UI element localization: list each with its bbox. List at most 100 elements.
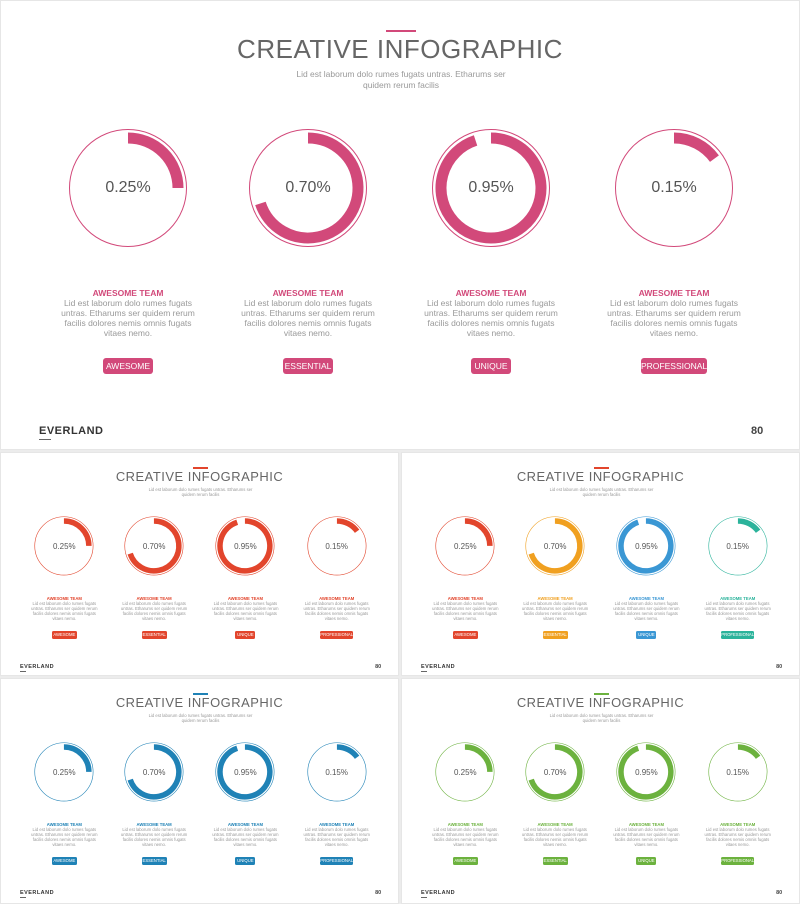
item-heading: AWESOME TEAM (46, 822, 82, 828)
ring-outline (124, 742, 184, 802)
progress-arc (465, 744, 494, 773)
title-accent-line (193, 467, 208, 470)
brand-name: EVERLAND (19, 890, 55, 897)
percent-label: 0.25% (53, 541, 76, 551)
button-awesome[interactable]: AWESOME (452, 857, 478, 866)
brand-name: EVERLAND (19, 664, 55, 671)
brand-underline (420, 671, 427, 673)
button-professional[interactable]: PROFESSIONAL (721, 631, 755, 640)
button-unique[interactable]: UNIQUE (471, 358, 511, 374)
brand-underline (39, 439, 51, 440)
item-heading: AWESOME TEAM (720, 596, 756, 602)
slide-title: CREATIVE INFOGRAPHIC (115, 469, 284, 485)
progress-ring: 0.95% (431, 128, 551, 248)
button-essential[interactable]: ESSENTIAL (542, 631, 568, 640)
progress-arc (127, 518, 182, 574)
item-heading: AWESOME TEAM (319, 822, 355, 828)
item-description: Lid est laborum dolo rumes fugats untras… (61, 298, 195, 338)
progress-ring: 0.15% (307, 742, 367, 802)
ring-graphic (435, 516, 495, 576)
slide-subtitle: Lid est laborum dolo rumes fugats untras… (296, 69, 506, 90)
item-description: Lid est laborum dolo rumes fugats untras… (424, 298, 558, 338)
ring-graphic (708, 516, 768, 576)
button-professional[interactable]: PROFESSIONAL (320, 631, 354, 640)
button-unique[interactable]: UNIQUE (235, 631, 256, 640)
ring-graphic (124, 516, 184, 576)
ring-outline (616, 516, 676, 576)
brand-name: EVERLAND (420, 664, 456, 671)
percent-label: 0.15% (726, 767, 749, 777)
button-unique[interactable]: UNIQUE (636, 631, 657, 640)
progress-arc (255, 132, 364, 244)
slide: CREATIVE INFOGRAPHIC Lid est laborum dolo… (0, 678, 399, 904)
item-heading: AWESOME TEAM (537, 822, 573, 828)
item-heading: AWESOME TEAM (455, 288, 527, 298)
button-professional[interactable]: PROFESSIONAL (320, 857, 354, 866)
progress-arc (528, 744, 583, 800)
progress-arc (528, 518, 583, 574)
progress-ring: 0.70% (525, 516, 585, 576)
brand-underline (19, 671, 26, 673)
item-description: Lid est laborum dolo rumes fugats untras… (120, 827, 188, 848)
button-professional[interactable]: PROFESSIONAL (641, 358, 707, 374)
item-heading: AWESOME TEAM (46, 596, 82, 602)
button-awesome[interactable]: AWESOME (452, 631, 478, 640)
slide: CREATIVE INFOGRAPHIC Lid est laborum dolo… (0, 0, 800, 450)
title-accent-line (594, 693, 609, 696)
button-essential[interactable]: ESSENTIAL (542, 857, 568, 866)
ring-outline (435, 516, 495, 576)
button-essential[interactable]: ESSENTIAL (283, 358, 333, 374)
page-number: 80 (375, 664, 382, 671)
button-unique[interactable]: UNIQUE (235, 857, 256, 866)
slide: CREATIVE INFOGRAPHIC Lid est laborum dolo… (401, 452, 800, 676)
progress-arc (737, 744, 761, 760)
progress-ring: 0.15% (708, 516, 768, 576)
ring-outline (525, 742, 585, 802)
button-awesome[interactable]: AWESOME (103, 358, 153, 374)
ring-graphic (215, 516, 275, 576)
button-essential[interactable]: ESSENTIAL (141, 631, 167, 640)
ring-outline (34, 516, 94, 576)
button-awesome[interactable]: AWESOME (51, 631, 77, 640)
button-unique[interactable]: UNIQUE (636, 857, 657, 866)
item-heading: AWESOME TEAM (227, 596, 263, 602)
slide-subtitle: Lid est laborum dolo rumes fugats untras… (148, 486, 253, 498)
progress-ring: 0.70% (124, 516, 184, 576)
progress-arc (465, 518, 494, 547)
item-heading: AWESOME TEAM (638, 288, 710, 298)
button-professional[interactable]: PROFESSIONAL (721, 857, 755, 866)
item-description: Lid est laborum dolo rumes fugats untras… (212, 827, 279, 848)
ring-graphic (249, 129, 367, 247)
progress-arc (618, 744, 675, 800)
item-description: Lid est laborum dolo rumes fugats untras… (31, 601, 98, 622)
ring-graphic (34, 742, 94, 802)
ring-graphic (307, 742, 367, 802)
percent-label: 0.15% (325, 541, 348, 551)
slide: CREATIVE INFOGRAPHIC Lid est laborum dolo… (401, 678, 800, 904)
item-heading: AWESOME TEAM (628, 596, 664, 602)
title-accent-line (193, 693, 208, 696)
item-description: Lid est laborum dolo rumes fugats untras… (704, 601, 771, 622)
slide-title: CREATIVE INFOGRAPHIC (516, 695, 685, 711)
button-awesome[interactable]: AWESOME (51, 857, 77, 866)
ring-graphic (525, 516, 585, 576)
item-description: Lid est laborum dolo rumes fugats untras… (212, 601, 279, 622)
item-description: Lid est laborum dolo rumes fugats untras… (31, 827, 98, 848)
ring-graphic (34, 516, 94, 576)
slide-subtitle: Lid est laborum dolo rumes fugats untras… (549, 486, 654, 498)
ring-graphic (435, 742, 495, 802)
percent-label: 0.70% (142, 541, 166, 551)
percent-label: 0.70% (543, 767, 567, 777)
ring-graphic (525, 742, 585, 802)
page-number: 80 (776, 664, 783, 671)
ring-outline (215, 742, 275, 802)
progress-ring: 0.25% (34, 516, 94, 576)
ring-graphic (307, 516, 367, 576)
item-heading: AWESOME TEAM (136, 596, 172, 602)
title-accent-line (386, 30, 416, 32)
button-essential[interactable]: ESSENTIAL (141, 857, 167, 866)
ring-graphic (708, 742, 768, 802)
item-description: Lid est laborum dolo rumes fugats untras… (704, 827, 771, 848)
percent-label: 0.25% (454, 767, 477, 777)
slide-title: CREATIVE INFOGRAPHIC (115, 695, 284, 711)
